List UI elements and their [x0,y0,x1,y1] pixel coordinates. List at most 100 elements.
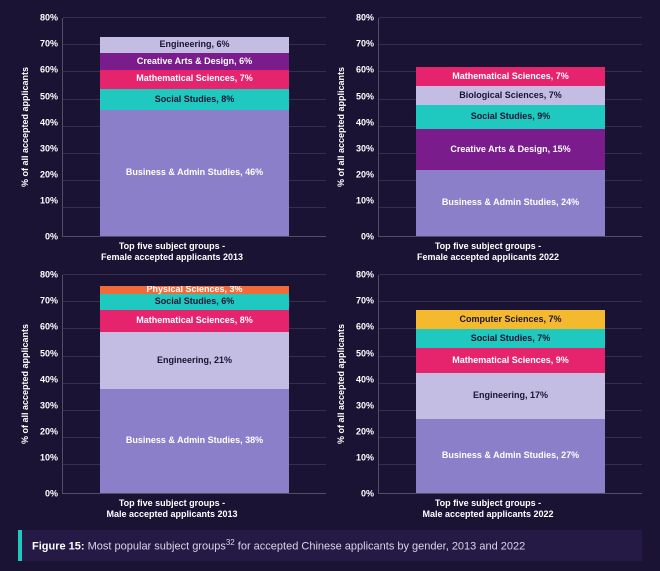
y-tick: 50% [348,92,374,101]
plot-area: Business & Admin Studies, 24% Creative Ar… [378,18,642,237]
caption-prefix: Figure 15: [32,541,85,553]
y-tick: 80% [348,14,374,23]
y-tick: 10% [32,454,58,463]
bar-segment: Mathematical Sciences, 7% [416,67,605,86]
bar-segment: Business & Admin Studies, 38% [100,389,289,492]
segment-label: Social Studies, 9% [471,112,551,122]
segment-label: Business & Admin Studies, 24% [442,198,579,208]
chart-area: % of all accepted applicants80%70%60%50%… [18,275,326,494]
y-axis: 80%70%60%50%40%30%20%10%0% [32,18,62,237]
bar-segment: Mathematical Sciences, 7% [100,70,289,89]
y-tick: 60% [348,66,374,75]
bar-segment: Engineering, 6% [100,37,289,53]
chart-area: % of all accepted applicants80%70%60%50%… [334,275,642,494]
y-tick: 20% [32,428,58,437]
y-tick: 70% [32,297,58,306]
bar-segment: Engineering, 21% [100,332,289,389]
segment-label: Social Studies, 8% [155,95,235,105]
bar-segment: Creative Arts & Design, 15% [416,129,605,170]
chart-area: % of all accepted applicants80%70%60%50%… [18,18,326,237]
segment-label: Mathematical Sciences, 7% [452,72,569,82]
segment-label: Engineering, 6% [159,40,229,50]
segment-label: Biological Sciences, 7% [459,91,562,101]
plot-area: Business & Admin Studies, 27% Engineering… [378,275,642,494]
y-tick: 80% [348,271,374,280]
y-tick: 60% [32,66,58,75]
bar-segment: Engineering, 17% [416,373,605,419]
stacked-bar: Business & Admin Studies, 27% Engineering… [416,275,605,493]
y-axis: 80%70%60%50%40%30%20%10%0% [348,18,378,237]
y-tick: 40% [32,375,58,384]
x-axis-label: Top five subject groups - Female accepte… [334,241,642,264]
plot-area: Business & Admin Studies, 46% Social Stud… [62,18,326,237]
y-tick: 70% [348,297,374,306]
plot-area: Business & Admin Studies, 38% Engineering… [62,275,326,494]
y-tick: 20% [348,428,374,437]
y-tick: 0% [32,232,58,241]
y-axis-label: % of all accepted applicants [18,324,32,444]
segment-label: Creative Arts & Design, 6% [137,57,252,67]
bar-segment: Social Studies, 9% [416,105,605,129]
caption-text: Most popular subject groups [85,541,226,553]
chart-grid: % of all accepted applicants 80% 70% 60% 50%… [0,0,660,520]
segment-label: Business & Admin Studies, 27% [442,451,579,461]
y-tick: 70% [32,40,58,49]
y-tick: 50% [32,349,58,358]
y-axis-label: % of all accepted applicants [334,324,348,444]
bar-segment: Business & Admin Studies, 46% [100,110,289,235]
chart-panel: % of all accepted applicants80%70%60%50%… [334,18,642,263]
y-tick: 70% [348,40,374,49]
chart-panel: % of all accepted applicants80%70%60%50%… [18,18,326,263]
bar-segment: Social Studies, 7% [416,329,605,348]
segment-label: Mathematical Sciences, 7% [136,74,253,84]
segment-label: Computer Sciences, 7% [459,315,561,325]
segment-label: Mathematical Sciences, 8% [136,316,253,326]
y-tick: 80% [32,14,58,23]
chart-panel: % of all accepted applicants80%70%60%50%… [334,275,642,520]
y-tick: 30% [32,144,58,153]
segment-label: Engineering, 21% [157,356,232,366]
bar-segment: Physical Sciences, 3% [100,286,289,294]
segment-label: Social Studies, 6% [155,297,235,307]
y-tick: 30% [348,401,374,410]
y-tick: 50% [348,349,374,358]
bar-segment: Mathematical Sciences, 8% [100,310,289,332]
y-tick: 20% [32,171,58,180]
segment-label: Mathematical Sciences, 9% [452,356,569,366]
bar-segment: Business & Admin Studies, 24% [416,170,605,235]
y-axis: 80%70%60%50%40%30%20%10%0% [348,275,378,494]
y-tick: 60% [32,323,58,332]
caption-sup: 32 [226,538,235,547]
segment-label: Physical Sciences, 3% [146,286,242,294]
y-tick: 60% [348,323,374,332]
y-tick: 80% [32,271,58,280]
y-axis: 80%70%60%50%40%30%20%10%0% [32,275,62,494]
bar-segment: Creative Arts & Design, 6% [100,53,289,69]
x-axis-label: Top five subject groups - Male accepted … [334,498,642,521]
segment-label: Business & Admin Studies, 46% [126,168,263,178]
bar-segment: Business & Admin Studies, 27% [416,419,605,492]
bar-segment: Mathematical Sciences, 9% [416,348,605,372]
y-tick: 0% [32,489,58,498]
y-tick: 20% [348,171,374,180]
y-tick: 10% [32,197,58,206]
chart-area: % of all accepted applicants80%70%60%50%… [334,18,642,237]
bar-segment: Social Studies, 6% [100,294,289,310]
segment-label: Engineering, 17% [473,391,548,401]
bar-segment: Social Studies, 8% [100,89,289,111]
bar-segment: Computer Sciences, 7% [416,310,605,329]
x-axis-label: Top five subject groups - Female accepte… [18,241,326,264]
y-tick: 10% [348,454,374,463]
y-tick: 0% [348,232,374,241]
x-axis-label: Top five subject groups - Male accepted … [18,498,326,521]
y-tick: 30% [32,401,58,410]
y-tick: 40% [32,118,58,127]
segment-label: Social Studies, 7% [471,334,551,344]
y-tick: 10% [348,197,374,206]
chart-panel: % of all accepted applicants80%70%60%50%… [18,275,326,520]
y-tick: 40% [348,118,374,127]
y-tick: 50% [32,92,58,101]
y-tick: 0% [348,489,374,498]
bar-segment: Biological Sciences, 7% [416,86,605,105]
caption-suffix: for accepted Chinese applicants by gende… [235,541,526,553]
